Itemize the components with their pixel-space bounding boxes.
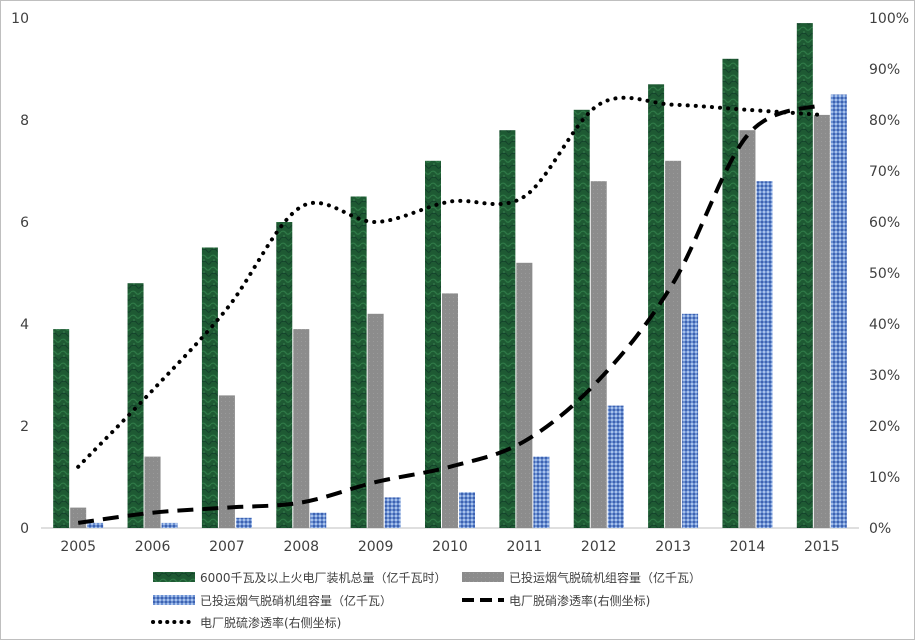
axes-layer: 02468100%10%20%30%40%50%60%70%80%90%100%… — [11, 11, 909, 555]
bar-series-2 — [665, 160, 682, 529]
x-tick-label: 2008 — [283, 539, 319, 555]
bar-series-3 — [459, 492, 475, 528]
bar-series-2 — [813, 114, 830, 529]
y-left-tick-label: 0 — [20, 521, 29, 537]
bar-series-3 — [235, 517, 252, 528]
lines-layer — [76, 95, 824, 525]
y-left-tick-label: 8 — [20, 113, 29, 129]
x-tick-label: 2014 — [730, 539, 766, 555]
legend-label: 已投运烟气脱硝机组容量（亿千瓦） — [200, 593, 392, 608]
x-tick-label: 2015 — [804, 539, 840, 555]
y-right-tick-label: 70% — [869, 164, 900, 180]
bar-series-3 — [830, 94, 847, 528]
bar-series-3 — [756, 181, 773, 528]
y-left-tick-label: 4 — [20, 317, 29, 333]
bar-series-3 — [682, 313, 699, 528]
bar-series-2 — [70, 507, 87, 528]
y-right-tick-label: 30% — [869, 368, 900, 384]
desulfurization-rate-line — [76, 95, 824, 469]
bar-series-2 — [739, 130, 756, 528]
bar-series-2 — [218, 395, 235, 528]
bar-series-1 — [201, 247, 218, 528]
bar-series-1 — [573, 109, 590, 529]
bar-series-2 — [516, 262, 533, 528]
y-right-tick-label: 90% — [869, 62, 900, 78]
y-right-tick-label: 20% — [869, 419, 900, 435]
bar-series-3 — [384, 497, 401, 528]
bar-series-1 — [127, 283, 144, 528]
bar-series-1 — [276, 222, 293, 528]
bar-series-3 — [161, 522, 178, 528]
bar-series-1 — [53, 329, 70, 528]
y-right-tick-label: 100% — [869, 11, 909, 27]
x-tick-label: 2010 — [432, 539, 468, 555]
x-tick-label: 2007 — [209, 539, 245, 555]
legend-swatch-bar — [462, 572, 504, 582]
bar-series-1 — [722, 58, 739, 529]
x-tick-label: 2009 — [358, 539, 394, 555]
legend-swatch-bar — [153, 595, 195, 605]
bar-series-2 — [144, 456, 161, 528]
bar-series-3 — [87, 522, 104, 528]
bar-series-1 — [425, 160, 441, 529]
x-tick-label: 2012 — [581, 539, 617, 555]
bar-series-3 — [310, 512, 327, 528]
bar-series-2 — [590, 181, 607, 528]
y-right-tick-label: 0% — [869, 521, 891, 537]
bar-series-2 — [293, 329, 310, 528]
legend-label: 电厂脱硝渗透率(右侧坐标) — [509, 593, 650, 608]
legend-label: 6000千瓦及以上火电厂装机总量（亿千瓦时） — [200, 570, 447, 585]
y-right-tick-label: 40% — [869, 317, 900, 333]
bar-series-3 — [533, 456, 550, 528]
y-right-tick-label: 80% — [869, 113, 900, 129]
legend-swatch-bar — [153, 572, 195, 582]
y-left-tick-label: 2 — [20, 419, 29, 435]
bar-series-1 — [499, 130, 516, 528]
x-tick-label: 2011 — [507, 539, 543, 555]
legend-label: 电厂脱硫渗透率(右侧坐标) — [200, 615, 341, 630]
x-tick-label: 2013 — [655, 539, 691, 555]
bar-series-2 — [367, 313, 384, 528]
y-right-tick-label: 50% — [869, 266, 900, 282]
bar-series-1 — [648, 84, 665, 529]
bar-series-3 — [607, 405, 624, 528]
x-tick-label: 2005 — [60, 539, 96, 555]
legend: 6000千瓦及以上火电厂装机总量（亿千瓦时） 已投运烟气脱硫机组容量（亿千瓦） 已投… — [151, 570, 701, 630]
y-right-tick-label: 60% — [869, 215, 900, 231]
bars-layer — [53, 23, 847, 529]
bar-series-2 — [442, 293, 458, 528]
y-left-tick-label: 6 — [20, 215, 29, 231]
y-right-tick-label: 10% — [869, 470, 900, 486]
bar-series-1 — [350, 196, 367, 528]
y-left-tick-label: 10 — [11, 11, 29, 27]
x-tick-label: 2006 — [135, 539, 171, 555]
bar-series-1 — [796, 23, 813, 528]
legend-label: 已投运烟气脱硫机组容量（亿千瓦） — [509, 570, 701, 585]
denitration-rate-line — [77, 102, 823, 525]
